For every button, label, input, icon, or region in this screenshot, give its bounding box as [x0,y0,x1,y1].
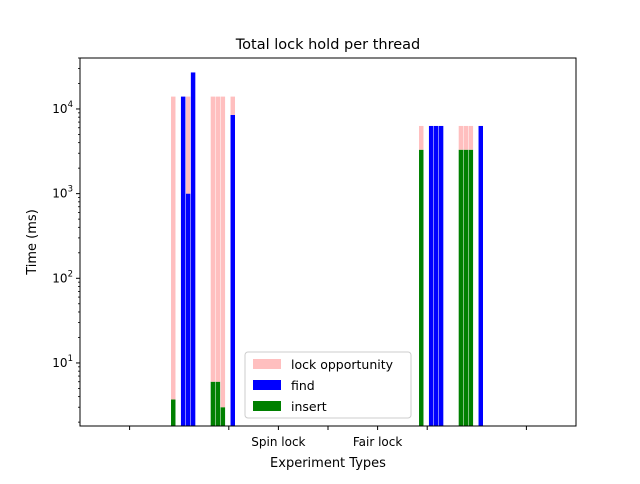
legend-swatch-1 [253,380,281,390]
legend-label-2: insert [291,399,327,414]
bar-insert-10 [220,407,226,426]
bar-lock-opportunity-15 [419,125,424,150]
bar-insert-19 [458,149,464,427]
bar-find-5 [190,72,196,426]
y-axis-label: Time (ms) [25,209,40,276]
bar-insert-14 [419,149,424,427]
bar-find-25 [478,125,483,427]
bar-insert-23 [468,149,474,427]
bar-find-18 [438,125,444,427]
bar-insert-6 [210,381,216,426]
legend-label-1: find [291,378,315,393]
axes-layer: 101 102 103 104 Spin lock Fair lock [52,57,577,449]
bar-lock-opportunity-11 [220,96,226,408]
legend-label-0: lock opportunity [291,357,394,372]
y-tick-label-1: 102 [52,269,73,285]
bar-insert-21 [463,149,469,427]
bar-insert-0 [171,399,176,426]
bars-layer [171,72,483,427]
bar-find-2 [180,96,186,426]
y-tick-label-3: 104 [52,100,73,116]
legend: lock opportunity find insert [244,351,412,419]
chart-title: Total lock hold per thread [235,37,420,53]
bar-find-3 [185,193,191,426]
legend-box [244,351,412,419]
legend-swatch-0 [253,359,281,369]
bar-lock-opportunity-20 [458,125,464,150]
bar-insert-8 [215,381,221,426]
bar-lock-opportunity-9 [215,96,221,382]
bar-lock-opportunity-7 [210,96,216,382]
bar-lock-opportunity-24 [468,125,474,150]
y-tick-label-0: 101 [52,354,73,370]
bar-lock-opportunity-1 [171,96,176,400]
x-tick-label-2: Spin lock [251,435,305,449]
bar-lock-opportunity-4 [185,96,191,194]
x-tick-label-4: Fair lock [353,435,403,449]
legend-swatch-2 [253,401,281,411]
y-tick-label-2: 103 [52,185,73,201]
bar-lock-opportunity-22 [463,125,469,150]
x-axis-label: Experiment Types [270,456,386,471]
bar-find-16 [428,125,434,427]
bar-find-12 [230,114,235,426]
bar-lock-opportunity-13 [230,96,235,115]
bar-find-17 [433,125,439,427]
